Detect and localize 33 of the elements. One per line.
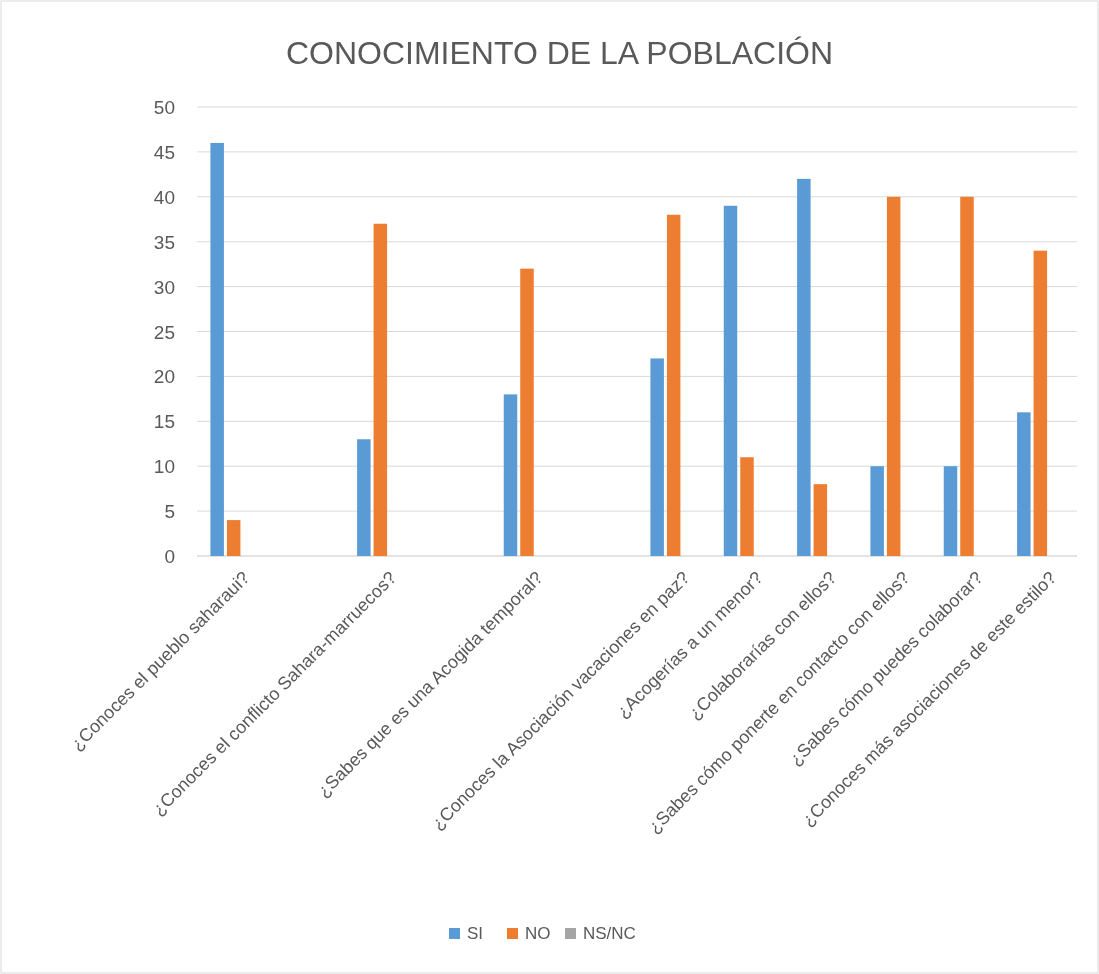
bar (960, 196, 974, 556)
legend-label: NS/NC (583, 924, 636, 943)
bar (650, 358, 664, 556)
bar (373, 223, 388, 556)
y-tick-label: 20 (153, 366, 175, 388)
y-tick-label: 15 (153, 411, 175, 433)
bar (813, 484, 828, 556)
bar (357, 439, 371, 556)
bar (1033, 250, 1048, 556)
bar (520, 268, 534, 556)
bar (226, 520, 241, 556)
bar (870, 466, 884, 556)
bar (1017, 412, 1031, 556)
y-tick-label: 40 (153, 186, 175, 208)
bar (503, 394, 518, 556)
y-tick-label: 0 (164, 546, 175, 567)
legend-label: SI (467, 924, 484, 943)
bar (666, 214, 681, 556)
y-tick-label: 45 (153, 141, 175, 163)
chart-title: CONOCIMIENTO DE LA POBLACIÓN (285, 35, 834, 71)
legend-label: NO (525, 924, 551, 943)
bar (886, 196, 901, 556)
bar (943, 466, 958, 556)
y-tick-label: 10 (153, 456, 175, 478)
y-tick-label: 30 (153, 276, 175, 298)
y-tick-label: 25 (153, 321, 175, 343)
bar (797, 178, 811, 556)
bar (210, 142, 224, 556)
y-tick-label: 5 (164, 501, 175, 523)
bar (740, 457, 754, 556)
y-tick-label: 35 (153, 231, 175, 253)
bar (723, 205, 738, 556)
y-tick-label: 50 (153, 97, 175, 118)
